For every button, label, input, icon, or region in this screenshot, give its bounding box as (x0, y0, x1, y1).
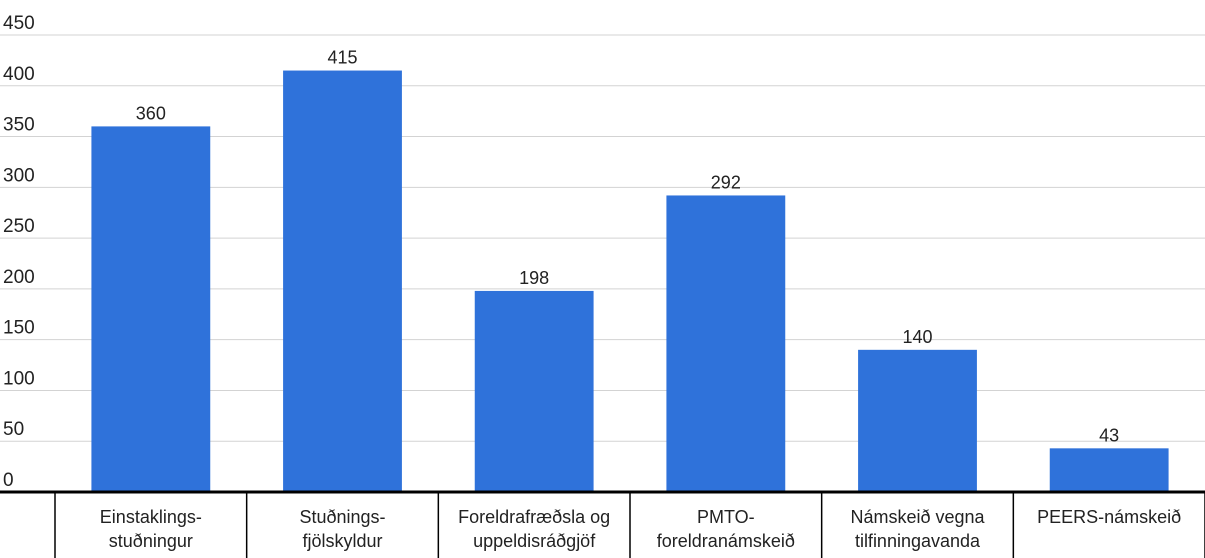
data-label-1: 360 (136, 103, 166, 123)
category-label-2: Stuðnings-fjölskyldur (299, 507, 385, 551)
data-label-2: 415 (327, 48, 357, 68)
category-label-1: Einstaklings-stuðningur (100, 507, 202, 551)
data-labels: 360 415 198 292 140 43 (136, 48, 1119, 446)
category-label-5: Námskeið vegna tilfinningavanda (850, 507, 985, 551)
bar-3 (474, 290, 594, 492)
y-tick-label-300: 300 (3, 165, 35, 186)
bar-1 (91, 126, 211, 493)
bar-5 (858, 349, 977, 492)
data-label-4: 292 (711, 172, 741, 192)
bar-2 (283, 70, 402, 493)
data-label-6: 43 (1099, 425, 1119, 445)
y-tick-label-450: 450 (3, 13, 35, 34)
bars (91, 70, 1169, 493)
bar-4 (666, 195, 786, 493)
category-label-3: Foreldrafræðsla og uppeldisráðgjöf (458, 507, 610, 551)
data-label-5: 140 (902, 327, 932, 347)
category-label-6: PEERS-námskeið (1037, 507, 1181, 527)
y-tick-label-350: 350 (3, 115, 35, 136)
y-tick-label-200: 200 (3, 267, 35, 288)
y-tick-label-50: 50 (3, 419, 24, 440)
category-axis (0, 490, 1205, 558)
y-axis-tick-labels: 0 50 100 150 200 250 300 350 400 450 (3, 13, 35, 491)
y-tick-label-250: 250 (3, 216, 35, 237)
data-label-3: 198 (519, 268, 549, 288)
y-tick-label-100: 100 (3, 368, 35, 389)
y-tick-label-150: 150 (3, 318, 35, 339)
category-labels: Einstaklings-stuðningur Stuðnings-fjölsky… (100, 507, 1181, 551)
category-label-4: PMTO-foreldranámskeið (657, 507, 795, 551)
y-tick-label-0: 0 (3, 470, 14, 491)
y-tick-label-400: 400 (3, 64, 35, 85)
bar-6 (1049, 448, 1169, 492)
